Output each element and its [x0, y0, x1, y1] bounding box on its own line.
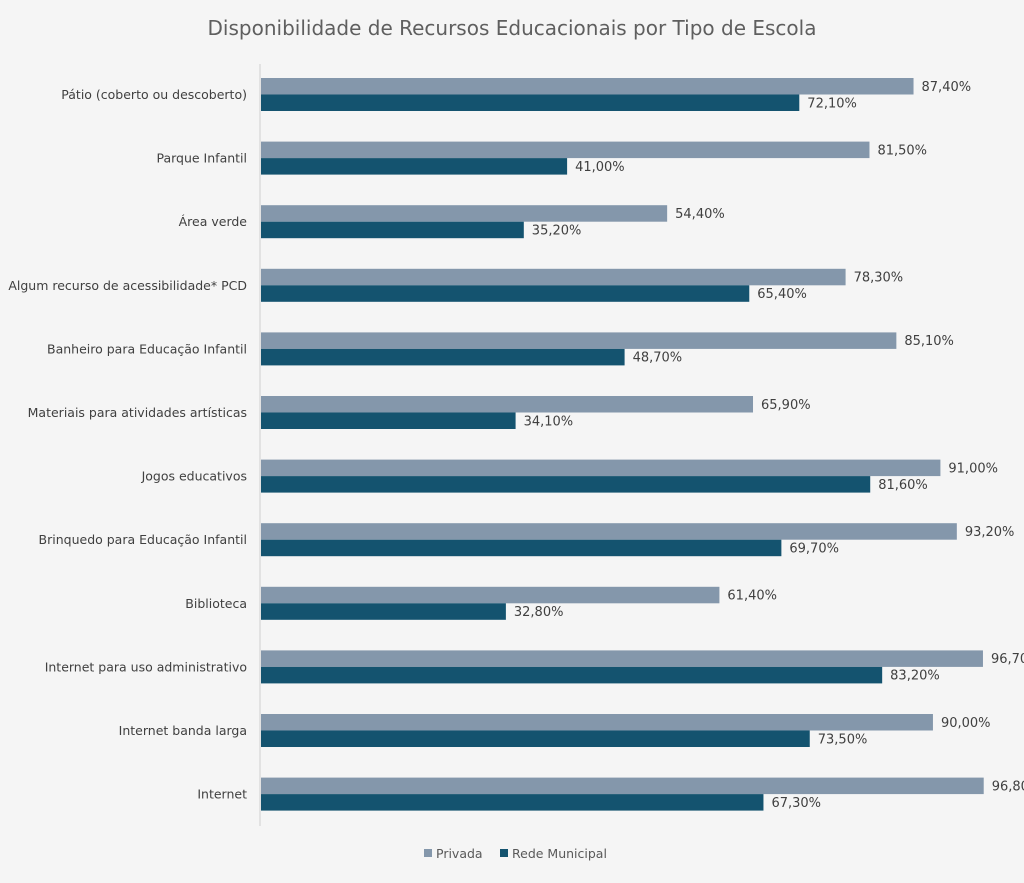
data-label-privada: 85,10% [904, 334, 954, 349]
data-label-rede-municipal: 48,70% [633, 351, 683, 366]
bar-rede-municipal [261, 348, 625, 366]
legend-label-rede-municipal: Rede Municipal [512, 846, 607, 861]
data-label-privada: 93,20% [965, 525, 1015, 540]
bar-privada [261, 650, 983, 667]
category-label: Jogos educativos [141, 469, 247, 484]
chart-title: Disponibilidade de Recursos Educacionais… [208, 16, 817, 40]
bar-rede-municipal [261, 412, 516, 429]
category-label: Internet banda larga [119, 723, 247, 738]
bar-rede-municipal [261, 285, 750, 302]
bar-privada [261, 205, 668, 222]
bar-privada [261, 586, 720, 604]
category-label: Pátio (coberto ou descoberto) [61, 87, 247, 102]
category-label: Banheiro para Educação Infantil [47, 341, 247, 356]
category-label: Área verde [179, 214, 248, 229]
data-label-privada: 87,40% [922, 80, 972, 95]
data-label-privada: 96,80% [992, 779, 1024, 794]
bar-privada [261, 141, 870, 159]
bar-rede-municipal [261, 539, 782, 557]
data-label-privada: 61,40% [727, 589, 777, 604]
legend-swatch-privada [424, 849, 432, 857]
bar-privada [261, 396, 754, 413]
data-label-rede-municipal: 67,30% [771, 796, 821, 811]
data-label-privada: 54,40% [675, 207, 725, 222]
bar-rede-municipal [261, 666, 883, 684]
data-label-rede-municipal: 32,80% [514, 605, 564, 620]
bar-privada [261, 714, 933, 731]
category-label: Materiais para atividades artísticas [28, 405, 247, 420]
data-label-rede-municipal: 69,70% [789, 541, 839, 556]
bar-rede-municipal [261, 476, 871, 493]
bar-rede-municipal [261, 603, 506, 620]
bar-privada [261, 523, 957, 540]
data-label-rede-municipal: 72,10% [807, 96, 857, 111]
category-label: Brinquedo para Educação Infantil [39, 532, 247, 547]
data-label-privada: 96,70% [991, 652, 1024, 667]
data-label-privada: 81,50% [877, 143, 927, 158]
bars-group: Pátio (coberto ou descoberto) 87,40% 72,10… [8, 78, 1024, 811]
data-label-rede-municipal: 73,50% [818, 732, 868, 747]
data-label-rede-municipal: 34,10% [524, 414, 574, 429]
bar-rede-municipal [261, 94, 800, 111]
data-label-rede-municipal: 83,20% [890, 669, 940, 684]
legend-swatch-rede-municipal [500, 849, 508, 857]
legend-label-privada: Privada [436, 846, 483, 861]
bar-rede-municipal [261, 158, 568, 175]
bar-privada [261, 268, 846, 286]
bar-privada [261, 332, 897, 349]
category-label: Biblioteca [185, 596, 247, 611]
data-label-privada: 65,90% [761, 398, 811, 413]
data-label-rede-municipal: 41,00% [575, 160, 625, 175]
category-label: Internet [197, 787, 247, 802]
data-label-rede-municipal: 65,40% [757, 287, 807, 302]
bar-rede-municipal [261, 794, 764, 811]
bar-privada [261, 78, 914, 95]
legend: Privada Rede Municipal [424, 846, 607, 861]
data-label-rede-municipal: 35,20% [532, 223, 582, 238]
data-label-privada: 78,30% [854, 271, 904, 286]
bar-privada [261, 777, 984, 795]
bar-rede-municipal [261, 730, 810, 747]
bar-rede-municipal [261, 221, 524, 239]
category-label: Parque Infantil [156, 151, 247, 166]
data-label-privada: 91,00% [948, 461, 998, 476]
data-label-rede-municipal: 81,60% [878, 478, 928, 493]
category-label: Internet para uso administrativo [45, 659, 247, 674]
bar-privada [261, 459, 941, 477]
category-label: Algum recurso de acessibilidade* PCD [8, 278, 247, 293]
data-label-privada: 90,00% [941, 716, 991, 731]
